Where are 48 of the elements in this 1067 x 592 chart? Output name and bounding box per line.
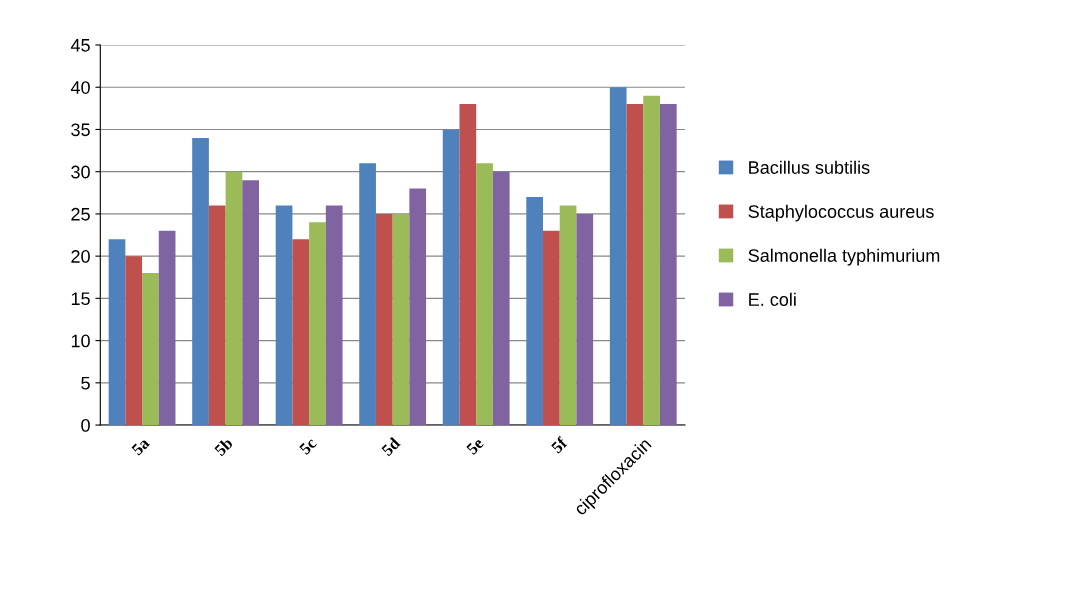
bar — [108, 239, 126, 426]
x-tick-label: 5b — [213, 436, 234, 457]
bar — [142, 273, 159, 426]
y-tick-label: 0 — [81, 418, 90, 432]
bar — [275, 205, 293, 426]
bar — [659, 104, 677, 426]
legend-label: Staphylococcus aureus — [748, 204, 934, 222]
bar — [543, 230, 560, 426]
bar — [125, 256, 143, 426]
y-tick-label: 5 — [81, 376, 90, 390]
bar — [292, 239, 310, 426]
bar — [492, 171, 510, 426]
bar — [158, 230, 176, 426]
x-tick-label: 5c — [298, 436, 318, 456]
bar — [242, 180, 260, 426]
y-tick-label: 30 — [71, 165, 90, 179]
y-tick-label: 15 — [71, 292, 90, 306]
x-tick-label: 5e — [465, 436, 485, 456]
y-tick-label: 25 — [71, 207, 90, 221]
bar — [643, 95, 660, 426]
bar — [459, 104, 477, 426]
bar — [576, 213, 594, 426]
y-tick-label: 40 — [70, 81, 90, 94]
bar — [325, 205, 343, 426]
bar — [609, 87, 627, 426]
bar — [476, 163, 493, 426]
bar — [626, 104, 644, 426]
y-tick-label: 35 — [71, 123, 90, 137]
y-tick-label: 10 — [71, 334, 90, 348]
y-tick-label: 20 — [71, 250, 90, 263]
y-tick-label: 45 — [70, 39, 90, 52]
bar — [526, 197, 544, 426]
x-tick-label: 5d — [380, 436, 401, 457]
legend-label: E. coli — [749, 292, 796, 306]
legend-label: Bacillus subtilis — [749, 160, 870, 174]
legend-label: Salmonella typhimurium — [748, 248, 940, 266]
x-tick-label: 5f — [550, 435, 569, 454]
bar — [442, 129, 460, 426]
x-tick-label: 5a — [131, 436, 151, 456]
bar — [375, 213, 393, 426]
bar — [409, 188, 427, 426]
bar — [392, 213, 410, 426]
bar — [559, 205, 577, 426]
bar — [225, 171, 243, 426]
bar — [309, 222, 326, 426]
bar — [208, 205, 226, 426]
bar — [359, 163, 376, 426]
bar — [192, 137, 209, 426]
